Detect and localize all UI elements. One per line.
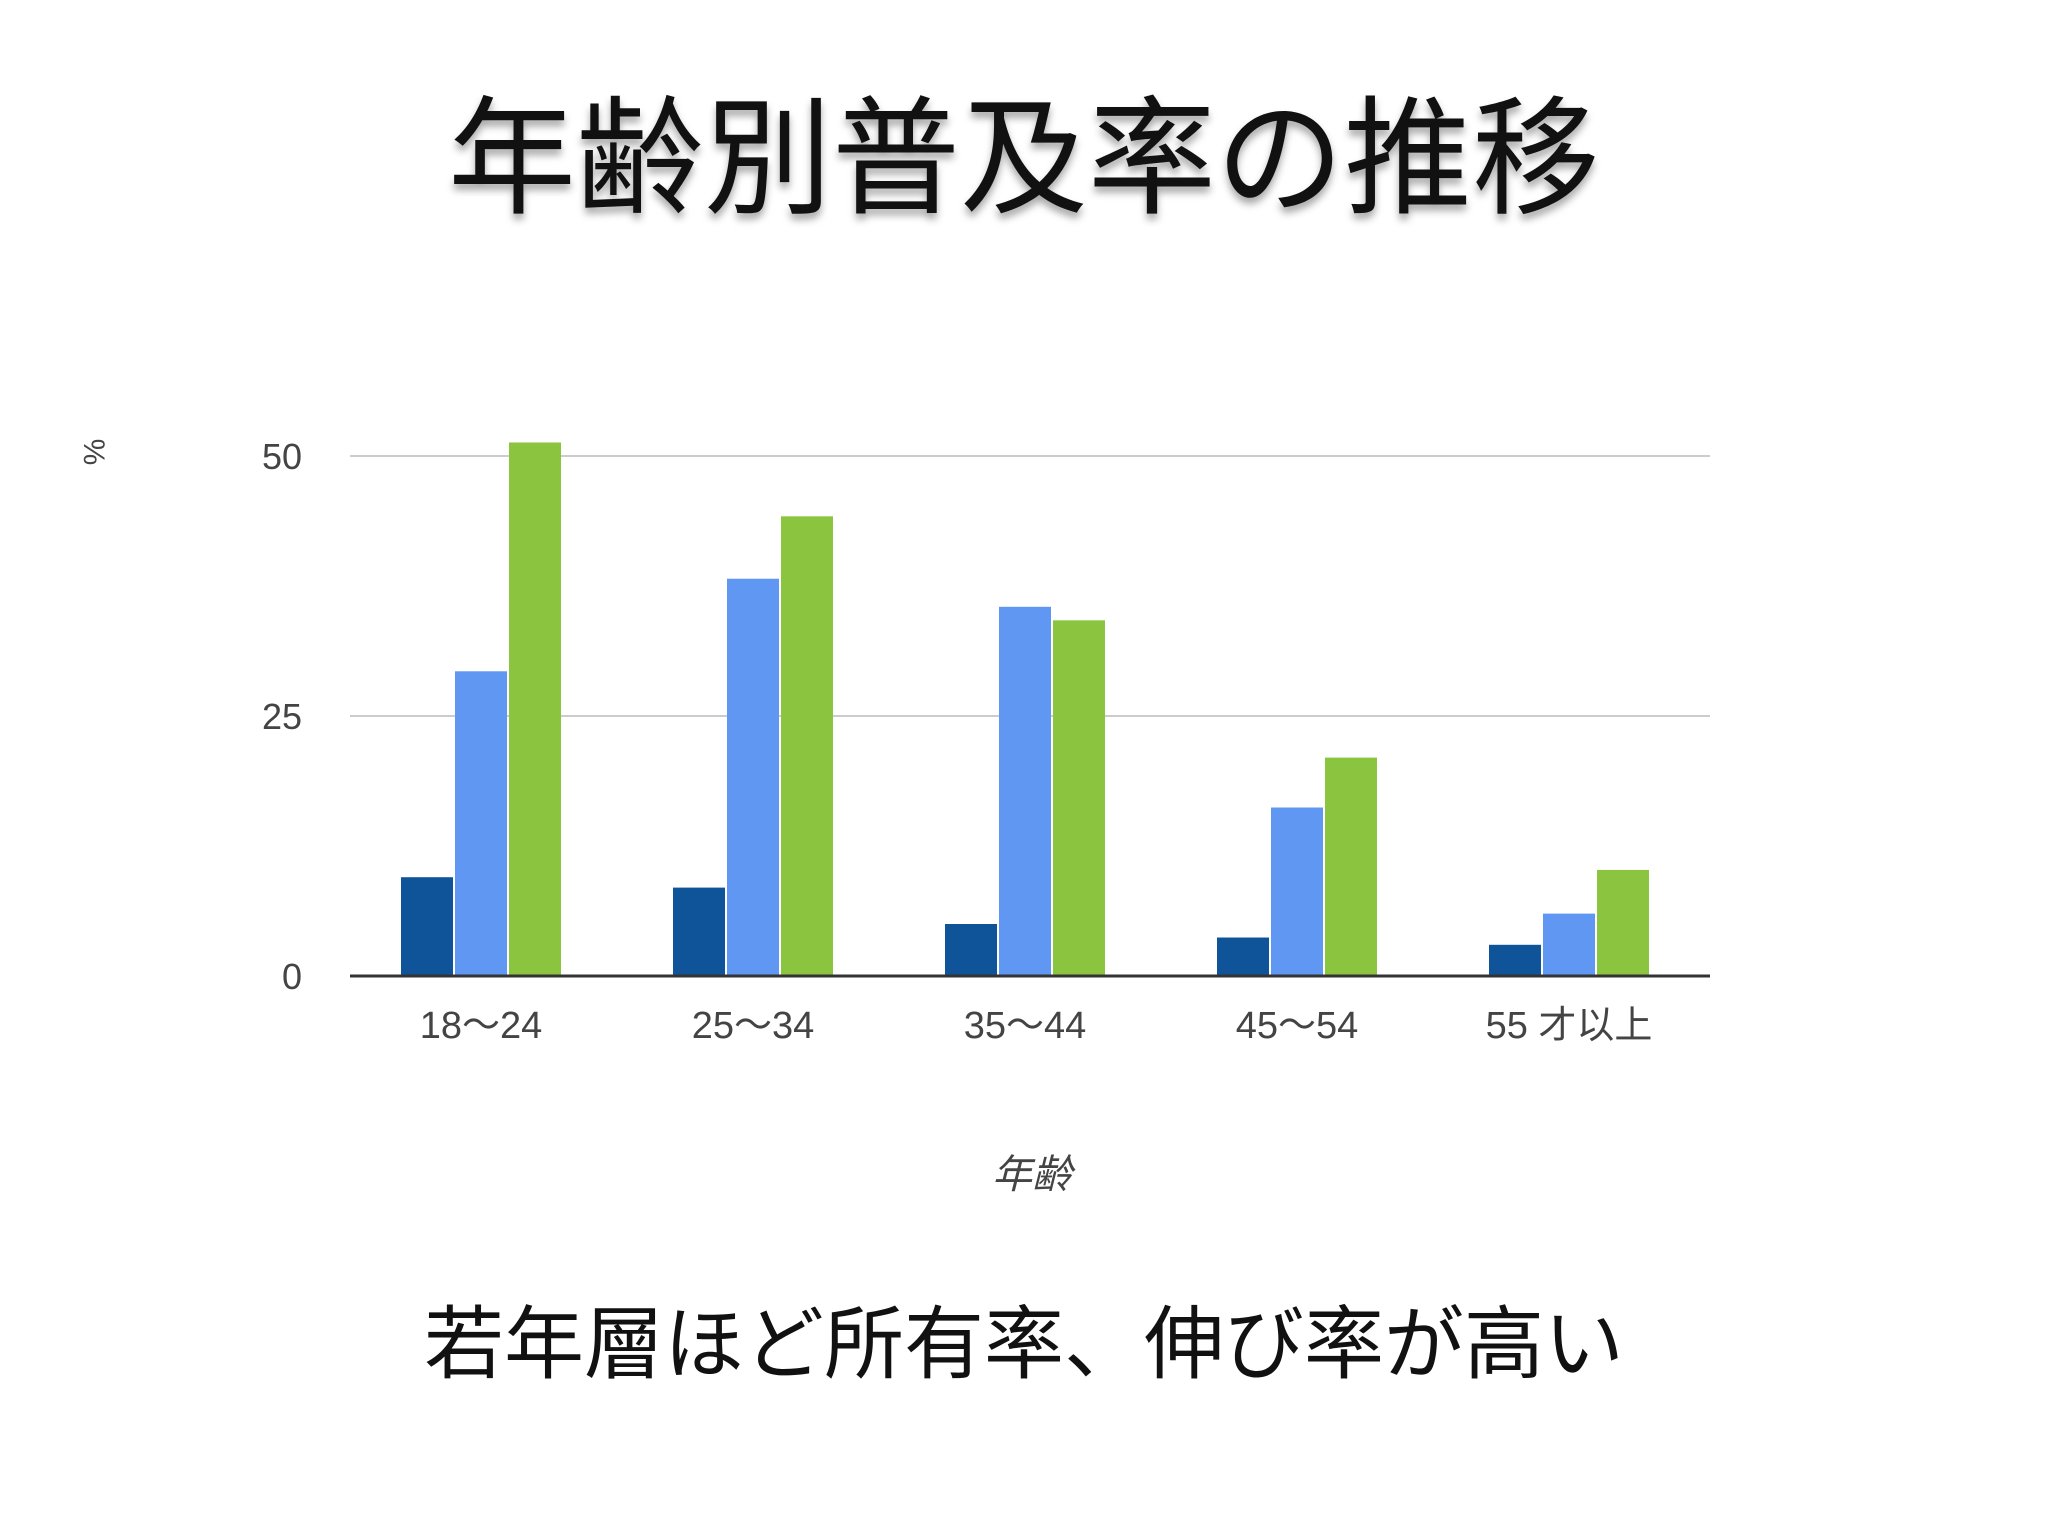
bar-3-2 [1325, 757, 1377, 976]
bar-4-2 [1597, 869, 1649, 976]
bar-2-1 [999, 606, 1051, 976]
x-tick-labels: 18〜24 25〜34 35〜44 45〜54 55 才以上 [420, 1005, 1653, 1047]
bar-1-0 [673, 887, 725, 976]
y-tick-label: 50 [262, 436, 302, 477]
bar-4-0 [1489, 944, 1541, 976]
y-tick-label: 0 [282, 956, 302, 997]
x-tick-label: 55 才以上 [1486, 1005, 1653, 1047]
bar-1-2 [781, 516, 833, 976]
bar-0-1 [455, 671, 507, 976]
x-axis-label: 年齢 [992, 1153, 1076, 1197]
bar-1-1 [727, 578, 779, 976]
y-tick-label: 25 [262, 696, 302, 737]
bar-2-0 [945, 924, 997, 976]
bar-2-2 [1053, 620, 1105, 976]
x-tick-label: 35〜44 [964, 1005, 1087, 1047]
x-tick-label: 18〜24 [420, 1005, 543, 1047]
bars [401, 442, 1649, 977]
bar-4-1 [1543, 913, 1595, 976]
slide-caption: 若年層ほど所有率、伸び率が高い [424, 1298, 1624, 1391]
bar-0-2 [509, 442, 561, 977]
bar-3-1 [1271, 807, 1323, 976]
y-axis-label: % [77, 439, 110, 466]
bar-3-0 [1217, 937, 1269, 976]
slide-title: 年齢別普及率の推移 [447, 85, 1600, 234]
bar-0-0 [401, 877, 453, 976]
x-tick-label: 45〜54 [1236, 1005, 1359, 1047]
x-tick-label: 25〜34 [692, 1005, 815, 1047]
y-tick-labels: 0 25 50 [262, 436, 302, 997]
